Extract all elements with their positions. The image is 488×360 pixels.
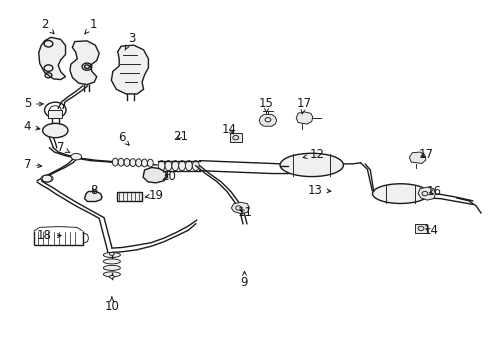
Ellipse shape — [136, 159, 142, 167]
Ellipse shape — [142, 159, 147, 167]
Ellipse shape — [178, 161, 185, 171]
Ellipse shape — [112, 158, 118, 166]
Ellipse shape — [103, 252, 120, 257]
Polygon shape — [84, 192, 102, 202]
Text: 20: 20 — [161, 170, 176, 183]
Text: 8: 8 — [90, 184, 98, 197]
Ellipse shape — [41, 175, 53, 182]
Ellipse shape — [118, 158, 124, 166]
Ellipse shape — [42, 123, 68, 138]
Ellipse shape — [280, 153, 343, 177]
Text: 21: 21 — [172, 130, 187, 143]
Text: 7: 7 — [24, 158, 41, 171]
Ellipse shape — [171, 161, 178, 171]
Ellipse shape — [147, 159, 153, 167]
Text: 15: 15 — [259, 98, 273, 113]
Text: 10: 10 — [104, 297, 119, 313]
Polygon shape — [414, 224, 426, 233]
Ellipse shape — [109, 252, 114, 255]
Text: 7: 7 — [57, 141, 70, 154]
Ellipse shape — [372, 184, 427, 203]
Ellipse shape — [103, 265, 120, 270]
Polygon shape — [229, 134, 241, 142]
Bar — [48, 111, 62, 118]
Polygon shape — [70, 41, 99, 85]
Ellipse shape — [103, 259, 120, 264]
Text: 12: 12 — [303, 148, 325, 161]
Text: 17: 17 — [418, 148, 432, 161]
Text: 9: 9 — [240, 271, 248, 289]
Polygon shape — [231, 202, 249, 214]
Bar — [117, 192, 142, 201]
Text: 16: 16 — [427, 185, 441, 198]
Text: 17: 17 — [296, 98, 311, 114]
Text: 5: 5 — [24, 98, 43, 111]
Ellipse shape — [185, 161, 192, 171]
Ellipse shape — [124, 158, 130, 166]
Polygon shape — [143, 167, 167, 183]
Polygon shape — [417, 187, 435, 200]
Ellipse shape — [158, 161, 164, 171]
Text: 11: 11 — [238, 207, 252, 220]
Ellipse shape — [103, 272, 120, 277]
Text: 14: 14 — [423, 224, 437, 238]
Polygon shape — [111, 45, 148, 94]
Polygon shape — [39, 37, 65, 80]
Polygon shape — [259, 114, 276, 126]
Text: 13: 13 — [307, 184, 330, 197]
Text: 19: 19 — [145, 189, 163, 202]
Ellipse shape — [71, 153, 81, 160]
Text: 3: 3 — [125, 32, 135, 50]
Text: 18: 18 — [37, 229, 61, 242]
Ellipse shape — [130, 159, 136, 167]
Polygon shape — [408, 152, 425, 163]
Ellipse shape — [164, 161, 171, 171]
Text: 14: 14 — [221, 123, 236, 136]
Polygon shape — [296, 112, 312, 124]
Ellipse shape — [109, 275, 114, 278]
Text: 2: 2 — [41, 18, 54, 34]
Text: 4: 4 — [24, 120, 40, 133]
Text: 1: 1 — [85, 18, 97, 34]
Ellipse shape — [192, 161, 199, 171]
Text: 6: 6 — [118, 131, 129, 145]
